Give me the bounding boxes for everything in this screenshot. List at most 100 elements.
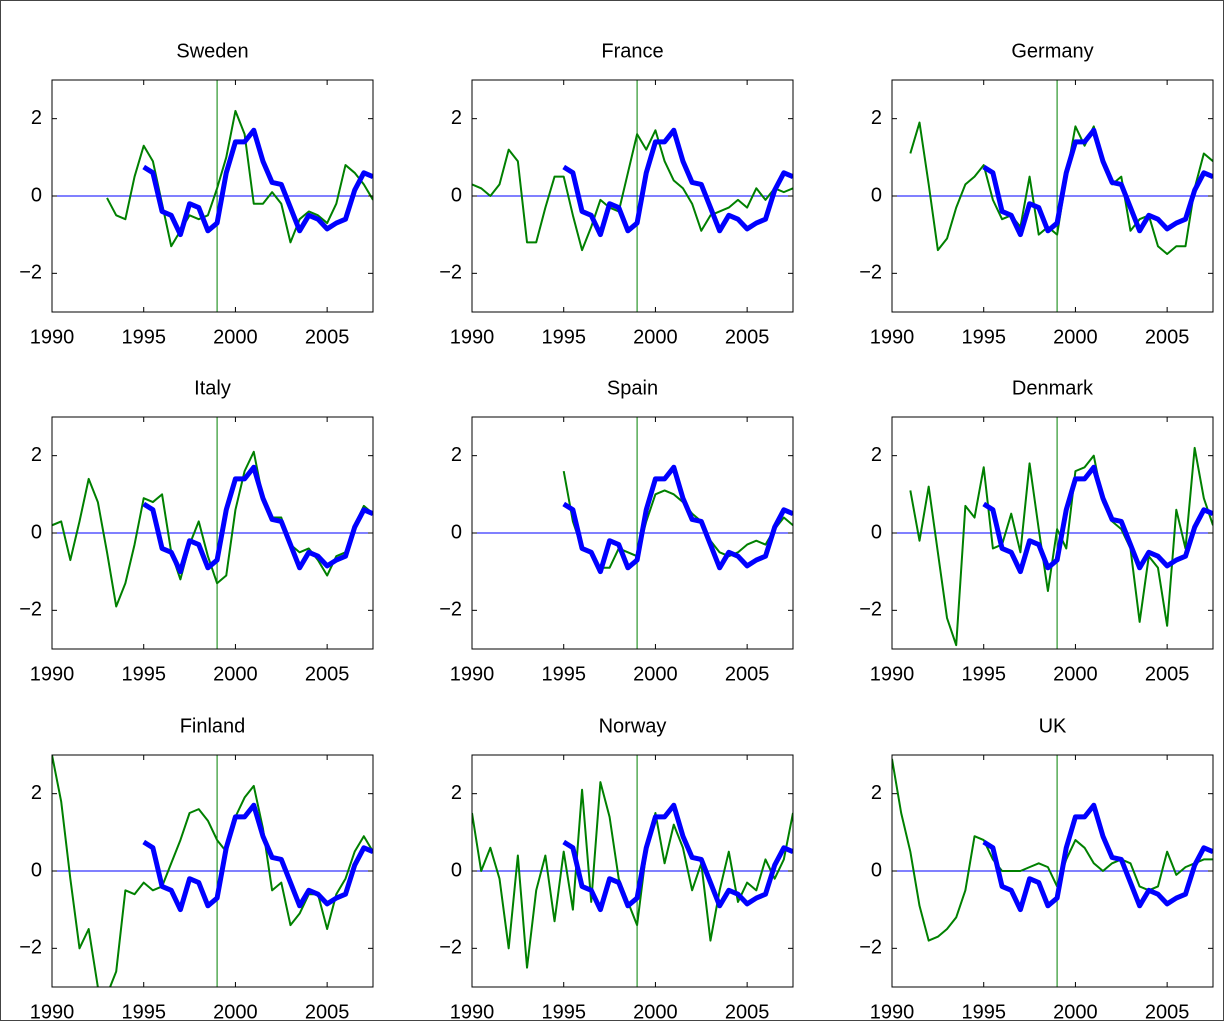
subplot: Germany 1990 1995 2000 2005 −2 0 2 (859, 40, 1214, 348)
plot-area (892, 417, 1213, 649)
x-tick-label: 1990 (30, 1001, 75, 1021)
x-tick-label: 1995 (121, 1001, 166, 1021)
y-tick-label: −2 (859, 262, 882, 284)
x-tick-label: 2000 (1053, 663, 1098, 685)
x-tick-label: 1995 (961, 663, 1006, 685)
x-tick-label: 1995 (541, 663, 586, 685)
y-tick-label: 2 (871, 782, 882, 804)
subplot-title: Germany (1011, 40, 1093, 62)
series-line (562, 464, 793, 575)
x-tick-label: 2005 (1145, 326, 1190, 348)
plot-area (472, 755, 793, 987)
x-tick-label: 1990 (30, 663, 75, 685)
series-line (142, 802, 373, 913)
subplot-title: UK (1039, 715, 1067, 737)
y-tick-label: 2 (871, 107, 882, 129)
y-tick-label: 2 (31, 107, 42, 129)
x-tick-label: 1990 (30, 326, 75, 348)
y-tick-label: −2 (439, 599, 462, 621)
y-tick-label: −2 (859, 937, 882, 959)
series-line (142, 127, 373, 238)
y-tick-label: 0 (31, 521, 42, 543)
series-line (982, 802, 1213, 913)
y-tick-label: −2 (19, 262, 42, 284)
y-tick-label: 2 (451, 107, 462, 129)
series-line (106, 109, 373, 248)
x-tick-label: 1995 (121, 326, 166, 348)
x-tick-label: 1990 (870, 326, 915, 348)
x-tick-label: 1995 (961, 1001, 1006, 1021)
series-line (142, 464, 373, 575)
x-tick-label: 1995 (961, 326, 1006, 348)
subplot-title: Spain (607, 377, 658, 399)
series-line (892, 758, 1213, 942)
plot-area (472, 80, 793, 312)
subplot-title: Sweden (176, 40, 248, 62)
y-tick-label: 0 (871, 521, 882, 543)
y-tick-label: 0 (451, 859, 462, 881)
subplot: Italy 1990 1995 2000 2005 −2 0 2 (19, 377, 374, 685)
y-tick-label: 2 (31, 444, 42, 466)
y-tick-label: 2 (31, 782, 42, 804)
subplot-title: Norway (599, 715, 667, 737)
plot-area (892, 755, 1213, 987)
x-tick-label: 1995 (541, 1001, 586, 1021)
x-tick-label: 2005 (1145, 663, 1190, 685)
y-tick-label: 2 (451, 444, 462, 466)
y-tick-label: 2 (871, 444, 882, 466)
subplot: Spain 1990 1995 2000 2005 −2 0 2 (439, 377, 794, 685)
x-tick-label: 1995 (541, 326, 586, 348)
y-tick-label: −2 (439, 937, 462, 959)
y-tick-label: 2 (451, 782, 462, 804)
x-tick-label: 2005 (305, 663, 350, 685)
x-tick-label: 1990 (450, 663, 495, 685)
x-tick-label: 1990 (870, 663, 915, 685)
series-line (52, 450, 373, 608)
y-tick-label: 0 (451, 184, 462, 206)
subplot-title: France (601, 40, 663, 62)
x-tick-label: 2005 (725, 326, 770, 348)
plot-area (892, 80, 1213, 312)
x-tick-label: 2005 (725, 1001, 770, 1021)
x-tick-label: 2000 (633, 1001, 678, 1021)
x-tick-label: 2000 (213, 663, 258, 685)
subplot: Finland 1990 1995 2000 2005 −2 0 2 (19, 715, 374, 1023)
subplot: Denmark 1990 1995 2000 2005 −2 0 2 (859, 377, 1214, 685)
x-tick-label: 2000 (1053, 326, 1098, 348)
x-tick-label: 2000 (633, 326, 678, 348)
series-line (472, 129, 793, 252)
subplot-title: Denmark (1012, 377, 1094, 399)
y-tick-label: 0 (871, 184, 882, 206)
x-tick-label: 2000 (213, 1001, 258, 1021)
series-line (982, 464, 1213, 575)
plot-area (52, 80, 373, 312)
series-line (52, 755, 373, 987)
x-tick-label: 2005 (1145, 1001, 1190, 1021)
series-line (562, 802, 793, 913)
series-line (982, 127, 1213, 238)
series-line (562, 127, 793, 238)
y-tick-label: −2 (439, 262, 462, 284)
subplot-title: Finland (180, 715, 246, 737)
x-tick-label: 2005 (305, 326, 350, 348)
y-tick-label: 0 (451, 521, 462, 543)
x-tick-label: 2005 (725, 663, 770, 685)
y-tick-label: −2 (859, 599, 882, 621)
plot-area (52, 755, 373, 987)
y-tick-label: −2 (19, 937, 42, 959)
y-tick-label: −2 (19, 599, 42, 621)
subplot-title: Italy (194, 377, 231, 399)
plot-area (52, 417, 373, 649)
y-tick-label: 0 (31, 184, 42, 206)
x-tick-label: 1990 (870, 1001, 915, 1021)
x-tick-label: 2000 (633, 663, 678, 685)
x-tick-label: 2000 (213, 326, 258, 348)
x-tick-label: 1995 (121, 663, 166, 685)
x-tick-label: 1990 (450, 326, 495, 348)
subplot: Norway 1990 1995 2000 2005 −2 0 2 (439, 715, 794, 1023)
plot-area (472, 417, 793, 649)
y-tick-label: 0 (31, 859, 42, 881)
subplot: Sweden 1990 1995 2000 2005 −2 0 2 (19, 40, 374, 348)
